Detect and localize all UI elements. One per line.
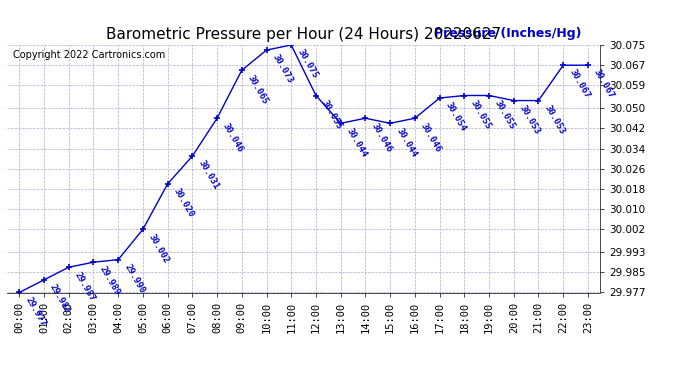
Text: Pressure (Inches/Hg): Pressure (Inches/Hg) <box>434 27 582 40</box>
Text: 30.031: 30.031 <box>197 159 220 191</box>
Text: 30.044: 30.044 <box>394 126 418 159</box>
Text: 30.053: 30.053 <box>542 104 566 136</box>
Text: 30.046: 30.046 <box>419 121 443 153</box>
Text: 29.977: 29.977 <box>23 295 48 328</box>
Text: Copyright 2022 Cartronics.com: Copyright 2022 Cartronics.com <box>13 50 165 60</box>
Text: 30.046: 30.046 <box>370 121 393 153</box>
Text: 30.054: 30.054 <box>444 101 468 133</box>
Text: 30.020: 30.020 <box>172 187 196 219</box>
Text: 29.990: 29.990 <box>122 262 146 295</box>
Text: 30.055: 30.055 <box>469 98 493 131</box>
Text: 30.065: 30.065 <box>246 73 270 105</box>
Text: 29.989: 29.989 <box>97 265 121 297</box>
Text: 30.046: 30.046 <box>221 121 245 153</box>
Text: 30.002: 30.002 <box>147 232 171 265</box>
Text: 30.067: 30.067 <box>592 68 616 100</box>
Text: 30.055: 30.055 <box>320 98 344 131</box>
Text: 30.055: 30.055 <box>493 98 517 131</box>
Text: 30.067: 30.067 <box>567 68 591 100</box>
Text: 29.982: 29.982 <box>48 283 72 315</box>
Text: 30.053: 30.053 <box>518 104 542 136</box>
Title: Barometric Pressure per Hour (24 Hours) 20220627: Barometric Pressure per Hour (24 Hours) … <box>106 27 501 42</box>
Text: 30.073: 30.073 <box>270 53 295 85</box>
Text: 30.044: 30.044 <box>345 126 368 159</box>
Text: 30.075: 30.075 <box>295 48 319 80</box>
Text: 29.987: 29.987 <box>73 270 97 303</box>
